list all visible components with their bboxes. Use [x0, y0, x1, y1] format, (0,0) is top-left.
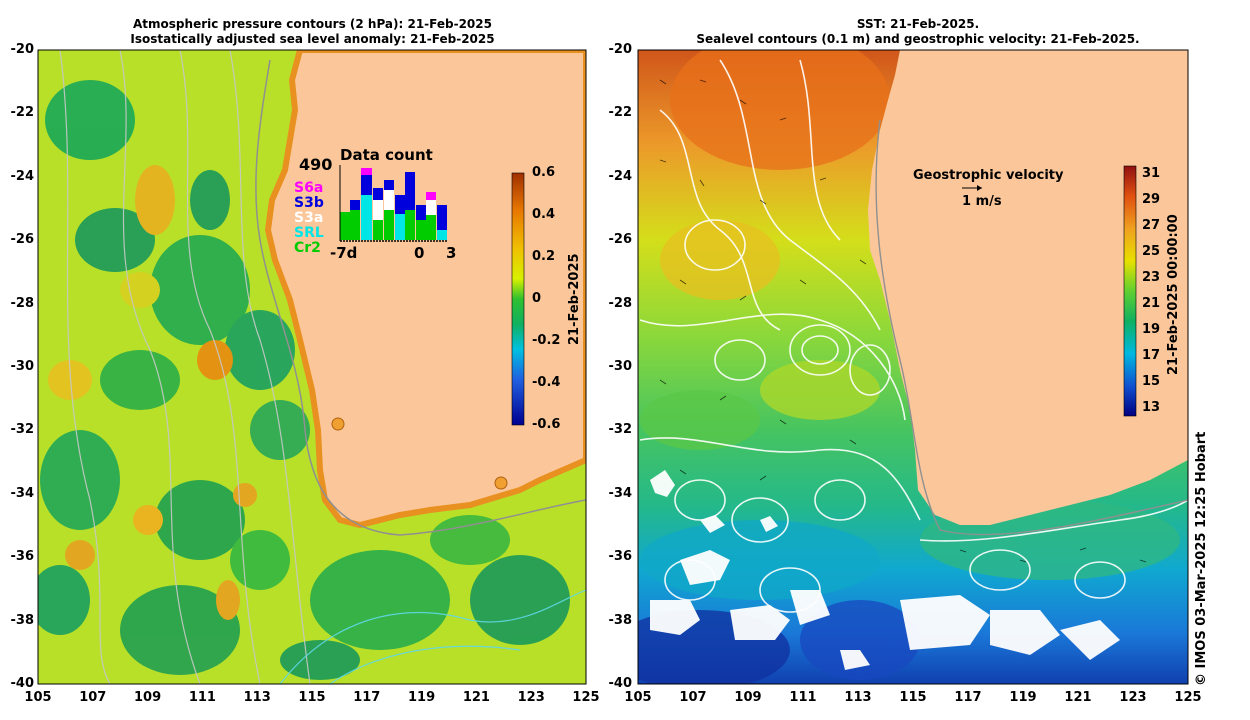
x-tick-left-0: 105 — [24, 690, 52, 705]
right-title: SST: 21-Feb-2025. Sealevel contours (0.1… — [638, 17, 1198, 47]
right-map-frame — [637, 49, 1189, 685]
y-tick-right-5: -30 — [608, 359, 633, 374]
sst-tick-0: 31 — [1142, 166, 1161, 181]
sla-tick-3: 0 — [532, 291, 542, 306]
sla-tick-4: -0.2 — [532, 333, 561, 348]
sst-tick-4: 23 — [1142, 270, 1161, 285]
y-tick-right-8: -36 — [608, 549, 633, 565]
x-tick-right-1: 107 — [679, 690, 707, 705]
x-tick-right-2: 109 — [734, 690, 762, 705]
y-tick-right-3: -26 — [608, 232, 633, 248]
sst-tick-3: 25 — [1142, 244, 1161, 259]
x-tick-left-3: 111 — [188, 690, 216, 705]
data-count-xlabel-end: 3 — [446, 244, 457, 262]
right-title-line1: SST: 21-Feb-2025. — [856, 17, 980, 31]
y-tick-right-10: -40 — [608, 676, 633, 691]
sst-tick-6: 19 — [1142, 322, 1161, 337]
y-tick-right-0: -20 — [608, 42, 633, 57]
y-tick-left-9: -38 — [10, 612, 35, 628]
y-tick-left-4: -28 — [10, 295, 35, 311]
sst-tick-8: 15 — [1142, 374, 1161, 389]
right-map — [638, 50, 1188, 684]
x-tick-right-0: 105 — [624, 690, 652, 705]
sst-tick-5: 21 — [1142, 296, 1161, 311]
x-tick-left-8: 121 — [462, 690, 490, 705]
right-australia-land — [868, 50, 1188, 525]
sla-tick-6: -0.6 — [532, 417, 561, 432]
y-tick-left-8: -36 — [10, 549, 35, 565]
sst-tick-9: 13 — [1142, 400, 1161, 415]
velocity-scale: 1 m/s — [962, 194, 1002, 209]
x-tick-left-10: 125 — [572, 690, 600, 705]
x-tick-left-4: 113 — [243, 690, 271, 705]
y-tick-right-1: -22 — [608, 105, 633, 121]
x-tick-right-5: 115 — [899, 690, 927, 705]
y-tick-left-0: -20 — [10, 42, 35, 57]
y-tick-left-1: -22 — [10, 105, 35, 121]
sst-tick-2: 27 — [1142, 218, 1161, 233]
x-tick-left-6: 117 — [353, 690, 381, 705]
x-tick-left-2: 109 — [134, 690, 162, 705]
x-tick-right-4: 113 — [844, 690, 872, 705]
sla-colorbar-label: 21-Feb-2025 — [567, 253, 582, 345]
x-tick-left-1: 107 — [79, 690, 107, 705]
legend-srl: SRL — [294, 225, 324, 241]
x-tick-left-7: 119 — [408, 690, 436, 705]
x-tick-left-9: 123 — [517, 690, 545, 705]
data-count-xlabel-start: -7d — [330, 244, 358, 262]
left-australia-land — [264, 50, 586, 529]
y-tick-right-2: -24 — [608, 168, 633, 184]
y-tick-right-7: -34 — [608, 485, 633, 501]
sla-tick-1: 0.4 — [532, 207, 556, 222]
y-tick-left-3: -26 — [10, 232, 35, 248]
sst-tick-1: 29 — [1142, 192, 1161, 207]
sst-colorbar-label: 21-Feb-2025 00:00:00 — [1166, 214, 1181, 375]
sla-tick-0: 0.6 — [532, 165, 556, 180]
y-tick-left-2: -24 — [10, 168, 35, 184]
data-count-value: 490 — [299, 155, 333, 174]
data-count-title: Data count — [340, 146, 433, 164]
legend-s3b: S3b — [294, 195, 324, 211]
credit-text: © IMOS 03-Mar-2025 12:25 Hobart — [1194, 431, 1209, 686]
sst-colorbar — [1123, 165, 1137, 417]
legend-s3a: S3a — [294, 210, 324, 226]
sla-tick-2: 0.2 — [532, 249, 556, 264]
data-count-chart — [339, 165, 448, 242]
x-tick-right-3: 111 — [789, 690, 817, 705]
x-tick-right-8: 121 — [1064, 690, 1092, 705]
left-map — [38, 50, 586, 684]
y-tick-left-10: -40 — [10, 676, 35, 691]
left-title-line2: Isostatically adjusted sea level anomaly… — [130, 32, 495, 46]
x-tick-right-10: 125 — [1174, 690, 1202, 705]
y-tick-left-6: -32 — [10, 422, 35, 438]
x-tick-left-5: 115 — [298, 690, 326, 705]
left-title: Atmospheric pressure contours (2 hPa): 2… — [40, 17, 585, 47]
right-title-line2: Sealevel contours (0.1 m) and geostrophi… — [696, 32, 1140, 46]
y-tick-left-5: -30 — [10, 359, 35, 374]
left-map-frame — [37, 49, 587, 685]
data-count-xlabel-zero: 0 — [414, 244, 425, 262]
sla-colorbar — [511, 172, 525, 426]
x-tick-right-9: 123 — [1119, 690, 1147, 705]
velocity-label: Geostrophic velocity — [913, 168, 1064, 183]
y-tick-right-9: -38 — [608, 612, 633, 628]
y-tick-left-7: -34 — [10, 485, 35, 501]
y-tick-right-6: -32 — [608, 422, 633, 438]
x-tick-right-6: 117 — [954, 690, 982, 705]
sla-tick-5: -0.4 — [532, 375, 561, 390]
y-tick-right-4: -28 — [608, 295, 633, 311]
legend-s6a: S6a — [294, 180, 324, 196]
sst-tick-7: 17 — [1142, 348, 1161, 363]
legend-cr2: Cr2 — [294, 240, 321, 256]
x-tick-right-7: 119 — [1009, 690, 1037, 705]
left-title-line1: Atmospheric pressure contours (2 hPa): 2… — [133, 17, 492, 31]
data-count-legend: S6a S3b S3a SRL Cr2 — [294, 181, 324, 256]
